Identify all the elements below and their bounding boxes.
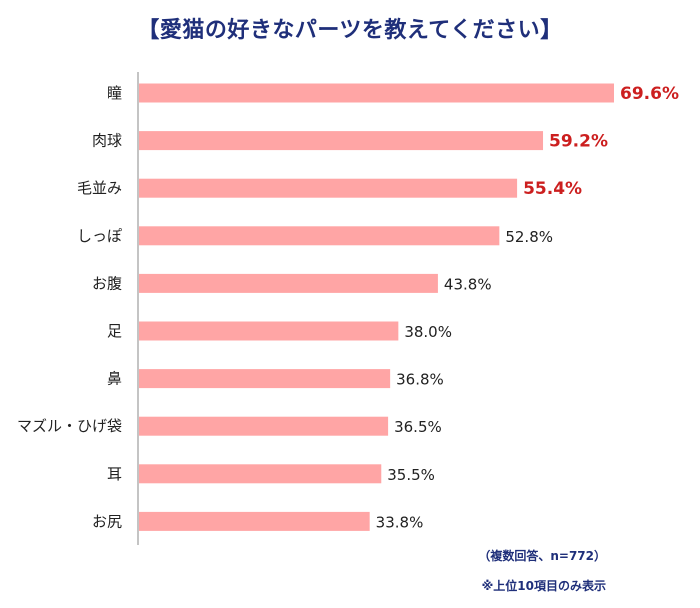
chart-title: 【愛猫の好きなパーツを教えてください】 <box>137 18 563 43</box>
category-label: 耳 <box>107 465 122 483</box>
category-label: お尻 <box>92 512 122 530</box>
category-label: 鼻 <box>107 370 122 388</box>
category-label: 足 <box>107 322 122 340</box>
bar <box>139 464 382 484</box>
value-label: 55.4% <box>523 179 582 199</box>
sample-note: （複数回答、n=772） <box>478 549 606 563</box>
value-label: 59.2% <box>549 132 608 152</box>
bar <box>139 369 391 389</box>
category-label: しっぽ <box>77 227 122 245</box>
value-label: 36.8% <box>396 371 444 389</box>
bar <box>139 416 389 436</box>
category-label: 肉球 <box>92 132 122 150</box>
value-label: 43.8% <box>444 275 492 293</box>
bar <box>139 178 518 198</box>
bar <box>139 511 370 531</box>
category-label: 毛並み <box>77 179 122 197</box>
value-label: 69.6% <box>620 84 679 104</box>
category-label: マズル・ひげ袋 <box>17 417 122 435</box>
bar <box>139 83 614 103</box>
bar <box>139 131 544 151</box>
top10-note: ※上位10項目のみ表示 <box>481 579 606 593</box>
bar <box>139 273 438 293</box>
value-label: 38.0% <box>404 323 452 341</box>
value-label: 33.8% <box>376 513 424 531</box>
bar <box>139 226 500 246</box>
value-label: 52.8% <box>505 228 553 246</box>
value-label: 36.5% <box>394 418 442 436</box>
category-label: 瞳 <box>107 84 122 102</box>
category-label: お腹 <box>92 274 122 292</box>
bar <box>139 321 399 341</box>
value-label: 35.5% <box>387 466 435 484</box>
